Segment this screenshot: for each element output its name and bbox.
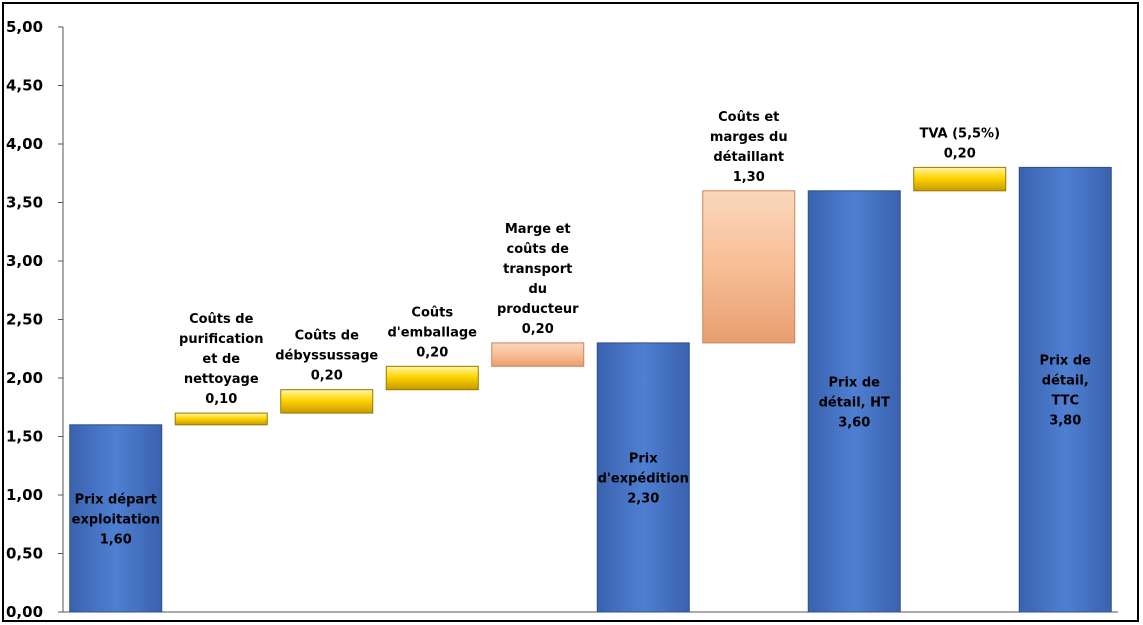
data-label: Marge et coûts de transport du producteur 0,2…	[497, 222, 579, 337]
data-labels: Prix départ exploitation 1,60 Coûts de purif…	[72, 110, 1091, 548]
bar	[1018, 166, 1112, 613]
data-label: Prix départ exploitation 1,60	[72, 492, 160, 547]
y-tick-label: 4,00	[6, 135, 43, 153]
y-tick-label: 2,50	[6, 311, 43, 329]
data-label: Prix de détail, HT 3,60	[819, 375, 890, 430]
y-tick-label: 1,00	[6, 486, 43, 504]
y-tick-label: 3,50	[6, 194, 43, 212]
data-label: Coûts de purification et de nettoyage 0,10	[179, 312, 263, 407]
bar	[807, 190, 901, 613]
data-label: Coûts et marges du détaillant 1,30	[710, 110, 788, 185]
y-tick-label: 0,50	[6, 545, 43, 563]
data-label: Coûts de débyssussage 0,20	[275, 329, 378, 384]
data-label: Prix d'expédition 2,30	[598, 451, 689, 506]
y-tick-label: 5,00	[6, 18, 43, 36]
bar	[69, 424, 163, 613]
bar	[596, 342, 690, 613]
y-tick-label: 4,50	[6, 77, 43, 95]
y-tick-label: 0,00	[6, 603, 43, 621]
bar	[702, 190, 796, 344]
data-label: TVA (5,5%) 0,20	[919, 126, 1000, 161]
bars	[69, 166, 1112, 613]
bar	[385, 365, 479, 391]
y-tick-label: 1,50	[6, 428, 43, 446]
data-label: Coûts d'emballage 0,20	[387, 305, 477, 360]
data-label: Prix de détail, TTC 3,80	[1040, 354, 1092, 429]
y-axis: 0,00 0,50 1,00 1,50 2,00 2,50 3,00 3,50 4,00 4,50…	[6, 18, 1118, 621]
bar	[174, 412, 268, 426]
y-tick-label: 2,00	[6, 369, 43, 387]
bar	[913, 166, 1007, 192]
bar	[280, 389, 374, 414]
y-tick-label: 3,00	[6, 252, 43, 270]
bar	[491, 342, 585, 367]
